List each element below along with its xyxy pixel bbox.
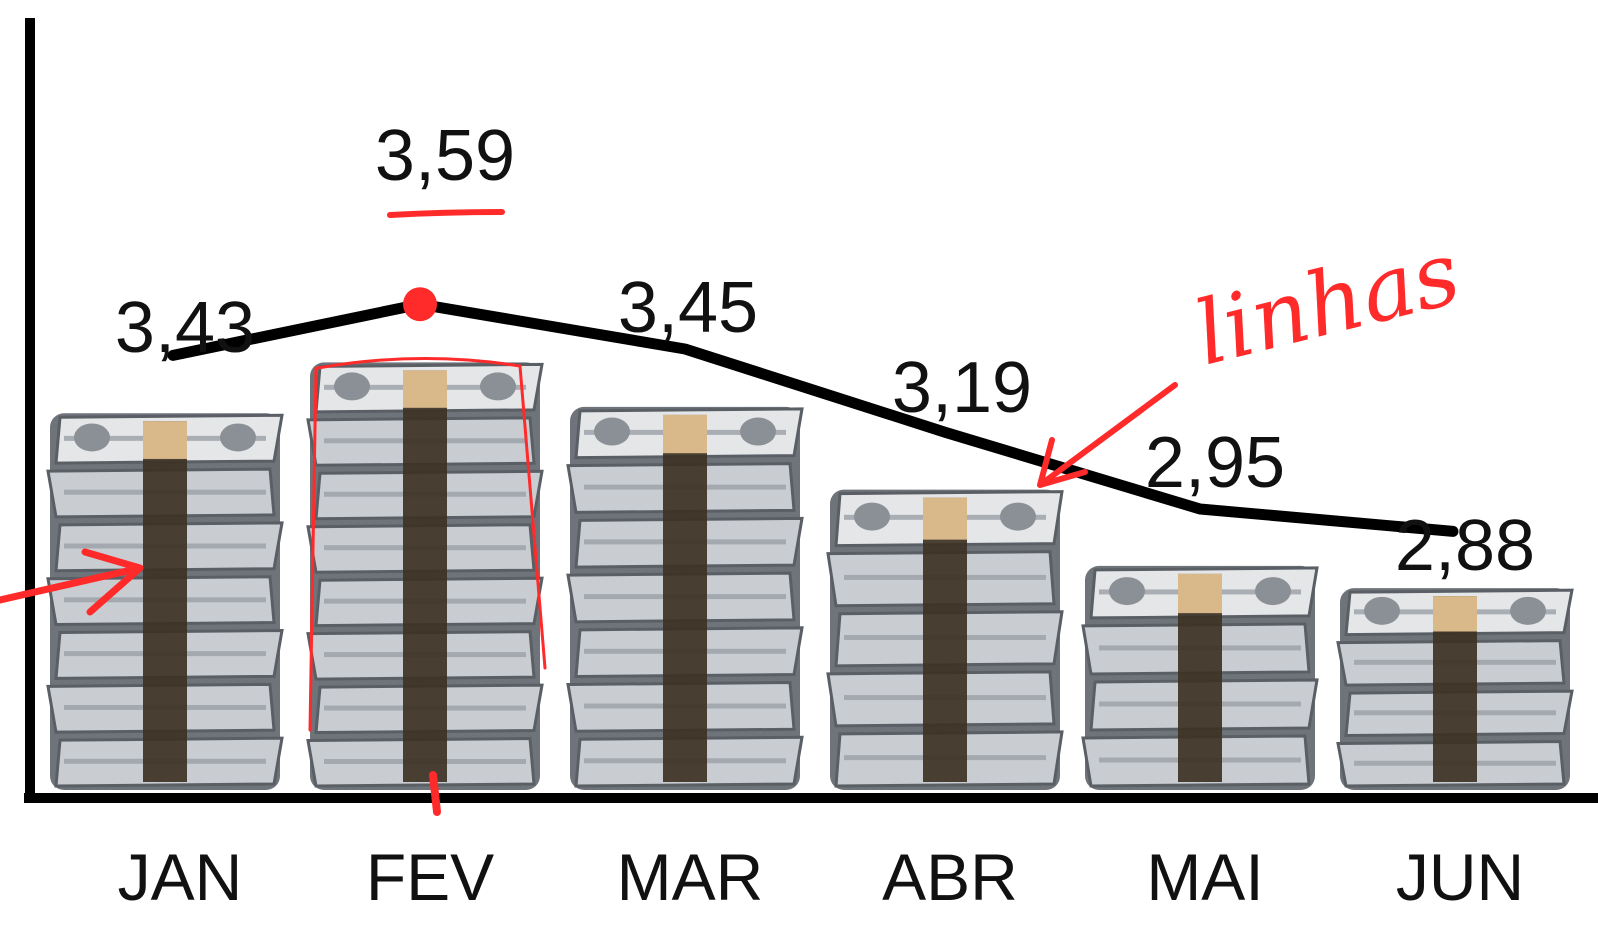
value-label-fev: 3,59 (375, 116, 515, 196)
money-band (143, 421, 187, 782)
money-stack-bar-jan (46, 413, 284, 790)
highlight-outline (308, 356, 547, 732)
bill-portrait (1364, 596, 1400, 625)
bill-portrait (74, 423, 110, 452)
x-tick-label-mai: MAI (1146, 840, 1263, 914)
money-band (663, 414, 707, 782)
money-stack-bar-fev (306, 362, 544, 790)
line-point-jun (1452, 530, 1454, 533)
bill-portrait (1109, 577, 1145, 606)
bill-portrait (1510, 596, 1546, 625)
bill-portrait (594, 417, 630, 446)
underline-mark (387, 209, 505, 218)
money-band-top (1178, 573, 1222, 614)
money-band-top (143, 421, 187, 459)
line-point-jan (172, 354, 174, 357)
axis-tick-mark (429, 771, 441, 816)
money-band-top (663, 414, 707, 454)
value-label-mai: 2,95 (1145, 423, 1285, 503)
money-stack-bar-mai (1081, 565, 1319, 790)
axes-layer (24, 18, 1598, 803)
bars-layer (46, 362, 1574, 790)
peak-marker (403, 287, 437, 322)
bill-portrait (740, 417, 776, 446)
value-label-jun: 2,88 (1395, 506, 1535, 586)
money-stack-bar-jun (1336, 588, 1574, 790)
red-arrow-icon (0, 548, 144, 616)
money-stack-bar-abr (826, 489, 1064, 790)
money-band (923, 497, 967, 782)
x-tick-label-fev: FEV (366, 840, 494, 914)
ticks-layer: JAN FEV MAR ABR MAI JUN (118, 840, 1525, 914)
value-label-jan: 3,43 (115, 288, 255, 368)
money-band-top (1433, 596, 1477, 632)
money-stack-bar-mar (566, 406, 804, 790)
money-band (403, 370, 447, 782)
line-point-mar (684, 348, 686, 350)
bill-portrait (480, 372, 516, 401)
bill-portrait (334, 372, 370, 401)
trend-line (167, 298, 1459, 537)
line-layer (167, 287, 1459, 537)
value-label-mar: 3,45 (618, 268, 758, 348)
bill-portrait (220, 423, 256, 452)
x-tick-label-jan: JAN (118, 840, 243, 914)
x-tick-label-mar: MAR (617, 840, 764, 914)
bill-portrait (854, 502, 890, 531)
line-point-abr (944, 431, 946, 434)
bill-portrait (1000, 502, 1036, 531)
x-tick-label-jun: JUN (1396, 840, 1524, 914)
money-band-top (923, 497, 967, 540)
red-arrow-icon (1037, 382, 1178, 488)
labels-layer: 3,43 3,59 3,45 3,19 2,95 2,88 (115, 116, 1535, 586)
handwritten-note: linhas (1185, 221, 1469, 386)
money-band-top (403, 370, 447, 408)
bill-portrait (1255, 577, 1291, 606)
x-tick-label-abr: ABR (882, 840, 1018, 914)
value-label-abr: 3,19 (892, 348, 1032, 428)
line-point-mai (1199, 508, 1201, 510)
